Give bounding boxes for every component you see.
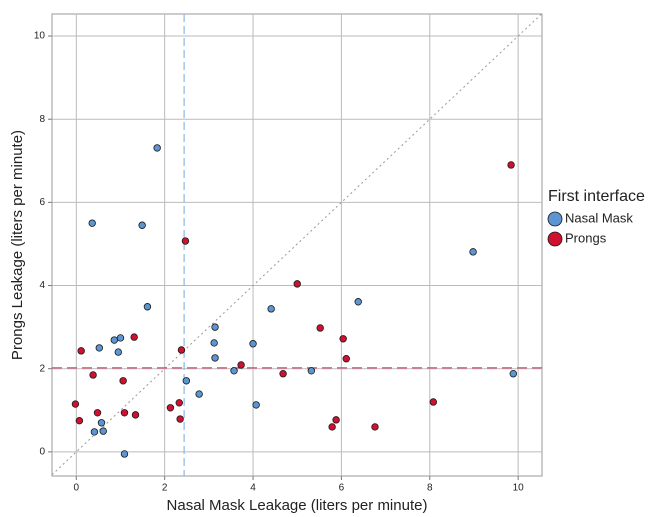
data-point — [252, 401, 260, 409]
data-point — [342, 355, 350, 363]
data-point — [138, 221, 146, 229]
data-point — [237, 361, 245, 369]
y-tick-label: 2 — [39, 363, 45, 374]
data-point — [71, 400, 80, 408]
data-point — [75, 416, 84, 425]
legend-title: First interface — [548, 188, 645, 205]
x-tick-label: 10 — [513, 483, 525, 494]
legend-label: Nasal Mask — [565, 210, 633, 225]
data-point — [371, 423, 379, 431]
data-point — [177, 346, 186, 354]
legend-marker — [547, 211, 563, 227]
data-point — [469, 248, 477, 256]
data-point — [230, 367, 238, 375]
data-point — [293, 280, 301, 288]
data-point — [143, 303, 152, 311]
data-point — [429, 398, 438, 406]
data-point — [211, 354, 219, 362]
data-point — [176, 415, 184, 423]
data-point — [88, 219, 96, 227]
data-point — [332, 416, 340, 424]
data-point — [175, 399, 183, 407]
data-point — [339, 335, 347, 343]
x-tick-label: 6 — [339, 483, 345, 494]
x-tick-label: 4 — [250, 483, 256, 494]
data-point — [119, 377, 127, 385]
data-point — [114, 348, 122, 356]
data-point — [354, 298, 362, 306]
data-point — [307, 367, 316, 375]
data-point — [182, 377, 191, 385]
data-point — [110, 336, 118, 344]
data-point — [507, 161, 515, 169]
data-point — [99, 427, 107, 435]
y-tick-label: 8 — [39, 114, 45, 125]
data-point — [316, 324, 324, 332]
y-tick-label: 6 — [39, 197, 45, 208]
data-point — [195, 390, 203, 398]
data-point — [211, 323, 219, 331]
data-point — [120, 450, 129, 458]
x-tick-label: 8 — [427, 483, 433, 494]
data-point — [95, 344, 103, 352]
data-point — [181, 237, 190, 245]
data-point — [90, 428, 99, 436]
data-point — [328, 423, 336, 431]
data-point — [116, 334, 125, 342]
data-point — [279, 370, 287, 378]
y-axis-title: Prongs Leakage (liters per minute) — [9, 130, 26, 360]
data-point — [77, 347, 85, 355]
identity-line — [51, 13, 542, 476]
y-tick-label: 10 — [34, 31, 46, 42]
data-point — [267, 305, 275, 313]
x-tick-label: 0 — [74, 483, 80, 494]
data-point — [97, 419, 106, 427]
y-tick-label: 0 — [39, 447, 45, 458]
legend-label: Prongs — [565, 230, 607, 245]
data-point — [153, 144, 161, 152]
data-point — [89, 371, 97, 379]
data-point — [93, 409, 102, 417]
data-point — [131, 411, 140, 419]
data-point — [166, 404, 175, 412]
data-point — [210, 339, 218, 347]
data-point — [120, 409, 129, 417]
legend-marker — [547, 231, 563, 247]
x-tick-label: 2 — [162, 483, 168, 494]
data-point — [130, 333, 138, 341]
x-axis-title: Nasal Mask Leakage (liters per minute) — [167, 497, 428, 514]
data-point — [509, 370, 517, 378]
y-tick-label: 4 — [39, 280, 45, 291]
data-point — [249, 340, 257, 348]
